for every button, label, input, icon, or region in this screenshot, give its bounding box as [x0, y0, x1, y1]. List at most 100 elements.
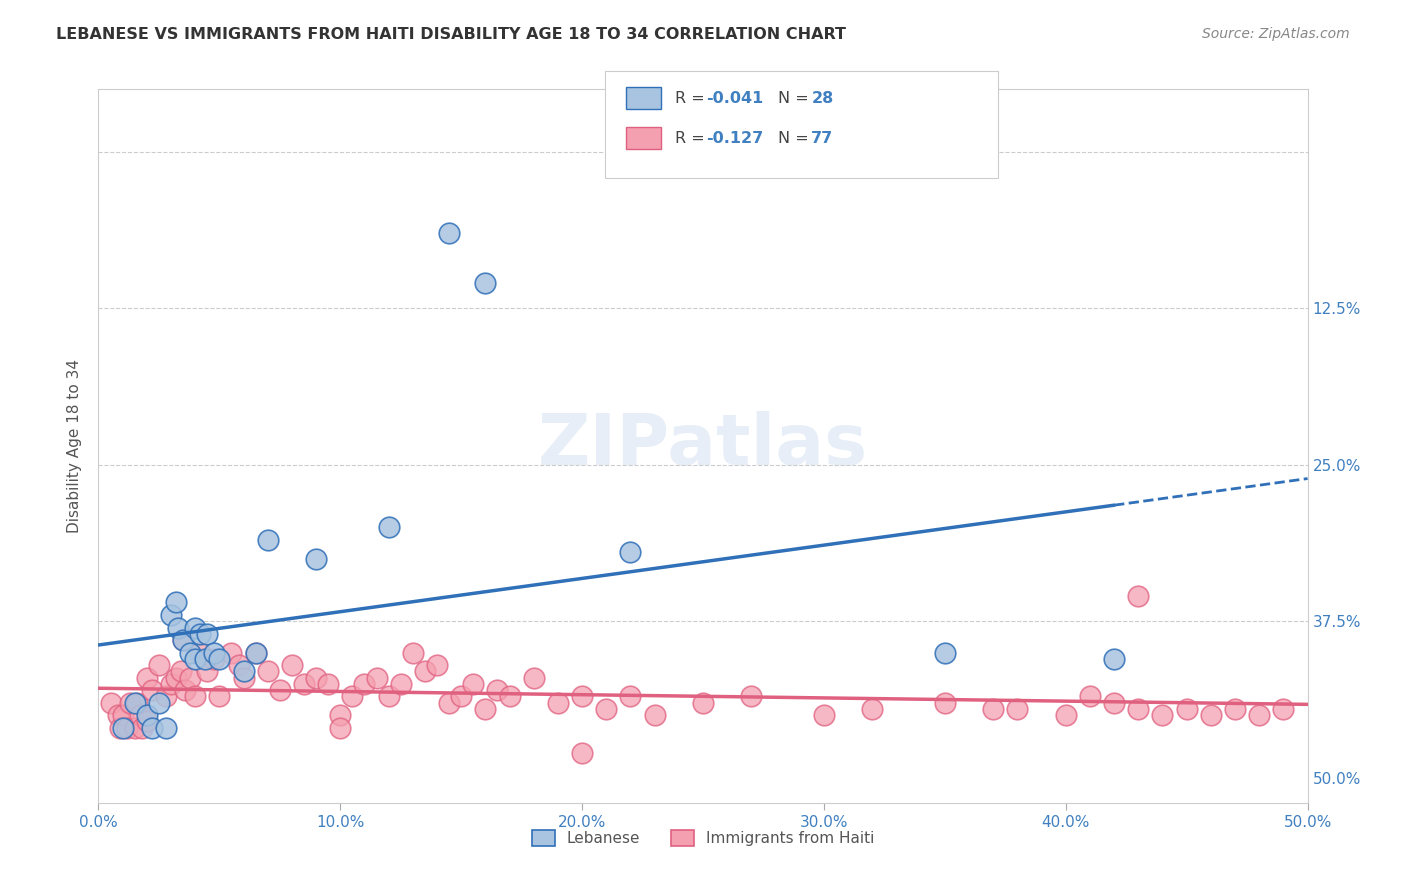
Immigrants from Haiti — [1249, 708, 1271, 723]
Immigrants from Haiti — [437, 696, 460, 710]
Immigrants from Haiti — [1152, 708, 1174, 723]
Immigrants from Haiti — [108, 721, 131, 735]
Immigrants from Haiti — [1102, 696, 1125, 710]
Text: R =: R = — [675, 131, 710, 145]
Text: N =: N = — [778, 131, 814, 145]
Immigrants from Haiti — [124, 721, 146, 735]
Immigrants from Haiti — [188, 646, 211, 660]
Immigrants from Haiti — [111, 708, 134, 723]
Immigrants from Haiti — [128, 708, 150, 723]
Immigrants from Haiti — [1128, 702, 1150, 716]
Immigrants from Haiti — [486, 683, 509, 698]
Lebanese — [179, 646, 201, 660]
Immigrants from Haiti — [131, 721, 153, 735]
Text: -0.127: -0.127 — [706, 131, 763, 145]
Y-axis label: Disability Age 18 to 34: Disability Age 18 to 34 — [67, 359, 83, 533]
Lebanese — [135, 708, 157, 723]
Text: Source: ZipAtlas.com: Source: ZipAtlas.com — [1202, 27, 1350, 41]
Immigrants from Haiti — [498, 690, 520, 704]
Immigrants from Haiti — [269, 683, 291, 698]
Immigrants from Haiti — [353, 677, 375, 691]
Immigrants from Haiti — [595, 702, 617, 716]
Immigrants from Haiti — [1175, 702, 1198, 716]
Immigrants from Haiti — [204, 652, 226, 666]
Immigrants from Haiti — [571, 746, 593, 760]
Immigrants from Haiti — [1128, 589, 1150, 603]
Lebanese — [195, 627, 218, 641]
Text: LEBANESE VS IMMIGRANTS FROM HAITI DISABILITY AGE 18 TO 34 CORRELATION CHART: LEBANESE VS IMMIGRANTS FROM HAITI DISABI… — [56, 27, 846, 42]
Immigrants from Haiti — [813, 708, 835, 723]
Immigrants from Haiti — [165, 671, 187, 685]
Immigrants from Haiti — [1199, 708, 1222, 723]
Immigrants from Haiti — [450, 690, 472, 704]
Immigrants from Haiti — [463, 677, 485, 691]
Legend: Lebanese, Immigrants from Haiti: Lebanese, Immigrants from Haiti — [526, 824, 880, 852]
Immigrants from Haiti — [127, 696, 149, 710]
Immigrants from Haiti — [256, 665, 278, 679]
Lebanese — [256, 533, 278, 547]
Immigrants from Haiti — [135, 714, 157, 729]
Immigrants from Haiti — [292, 677, 315, 691]
Immigrants from Haiti — [245, 646, 267, 660]
Lebanese — [204, 646, 226, 660]
Immigrants from Haiti — [860, 702, 883, 716]
Lebanese — [305, 551, 328, 566]
Lebanese — [474, 277, 496, 291]
Lebanese — [184, 652, 207, 666]
Immigrants from Haiti — [184, 690, 207, 704]
Text: N =: N = — [778, 91, 814, 105]
Immigrants from Haiti — [107, 708, 129, 723]
Lebanese — [619, 545, 641, 559]
Immigrants from Haiti — [160, 677, 183, 691]
Immigrants from Haiti — [118, 696, 141, 710]
Immigrants from Haiti — [934, 696, 956, 710]
Lebanese — [172, 633, 194, 648]
Text: ZIPatlas: ZIPatlas — [538, 411, 868, 481]
Immigrants from Haiti — [1054, 708, 1077, 723]
Text: -0.041: -0.041 — [706, 91, 763, 105]
Immigrants from Haiti — [1223, 702, 1246, 716]
Immigrants from Haiti — [426, 658, 449, 673]
Immigrants from Haiti — [523, 671, 546, 685]
Lebanese — [124, 696, 146, 710]
Immigrants from Haiti — [692, 696, 714, 710]
Immigrants from Haiti — [221, 646, 243, 660]
Lebanese — [155, 721, 177, 735]
Text: 77: 77 — [811, 131, 834, 145]
Lebanese — [165, 595, 187, 609]
Lebanese — [437, 226, 460, 240]
Immigrants from Haiti — [571, 690, 593, 704]
Immigrants from Haiti — [232, 671, 254, 685]
Text: 28: 28 — [811, 91, 834, 105]
Lebanese — [934, 646, 956, 660]
Immigrants from Haiti — [329, 721, 352, 735]
Immigrants from Haiti — [169, 665, 191, 679]
Immigrants from Haiti — [342, 690, 364, 704]
Immigrants from Haiti — [316, 677, 339, 691]
Immigrants from Haiti — [981, 702, 1004, 716]
Immigrants from Haiti — [1078, 690, 1101, 704]
Immigrants from Haiti — [547, 696, 569, 710]
Immigrants from Haiti — [740, 690, 762, 704]
Lebanese — [167, 621, 190, 635]
Immigrants from Haiti — [228, 658, 250, 673]
Immigrants from Haiti — [1007, 702, 1029, 716]
Text: R =: R = — [675, 91, 710, 105]
Immigrants from Haiti — [474, 702, 496, 716]
Immigrants from Haiti — [377, 690, 399, 704]
Immigrants from Haiti — [179, 671, 201, 685]
Immigrants from Haiti — [389, 677, 412, 691]
Immigrants from Haiti — [281, 658, 304, 673]
Lebanese — [111, 721, 134, 735]
Immigrants from Haiti — [305, 671, 328, 685]
Immigrants from Haiti — [1272, 702, 1295, 716]
Immigrants from Haiti — [208, 690, 231, 704]
Immigrants from Haiti — [644, 708, 666, 723]
Immigrants from Haiti — [329, 708, 352, 723]
Lebanese — [188, 627, 211, 641]
Immigrants from Haiti — [172, 633, 194, 648]
Immigrants from Haiti — [366, 671, 388, 685]
Lebanese — [1102, 652, 1125, 666]
Lebanese — [184, 621, 207, 635]
Immigrants from Haiti — [117, 721, 139, 735]
